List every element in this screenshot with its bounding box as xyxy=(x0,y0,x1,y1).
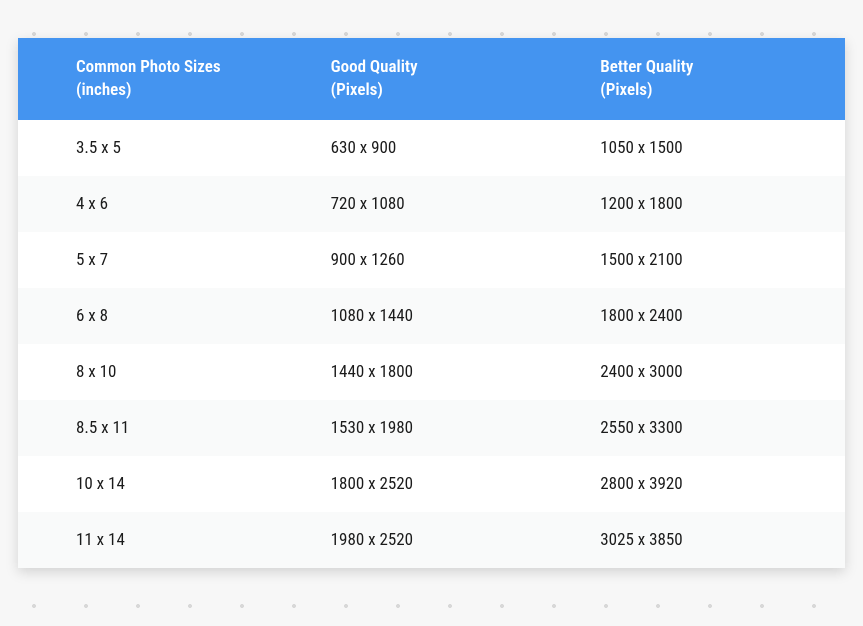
cell-better-quality: 2550 x 3300 xyxy=(600,418,825,438)
table-row: 10 x 141800 x 25202800 x 3920 xyxy=(18,456,845,512)
cell-photo-size: 4 x 6 xyxy=(76,194,331,214)
cell-better-quality: 1500 x 2100 xyxy=(600,250,825,270)
cell-photo-size: 5 x 7 xyxy=(76,250,331,270)
cell-good-quality: 1530 x 1980 xyxy=(331,418,601,438)
cell-good-quality: 1980 x 2520 xyxy=(331,530,601,550)
table-row: 8 x 101440 x 18002400 x 3000 xyxy=(18,344,845,400)
cell-better-quality: 1200 x 1800 xyxy=(600,194,825,214)
cell-better-quality: 2800 x 3920 xyxy=(600,474,825,494)
cell-better-quality: 1050 x 1500 xyxy=(600,138,825,158)
cell-good-quality: 720 x 1080 xyxy=(331,194,601,214)
table-row: 3.5 x 5630 x 9001050 x 1500 xyxy=(18,120,845,176)
cell-good-quality: 1080 x 1440 xyxy=(331,306,601,326)
table-body: 3.5 x 5630 x 9001050 x 15004 x 6720 x 10… xyxy=(18,120,845,568)
header-line1: Good Quality xyxy=(331,56,601,79)
header-line2: (inches) xyxy=(76,79,331,102)
cell-photo-size: 3.5 x 5 xyxy=(76,138,331,158)
cell-good-quality: 1800 x 2520 xyxy=(331,474,601,494)
table-header-row: Common Photo Sizes (inches) Good Quality… xyxy=(18,38,845,120)
cell-good-quality: 630 x 900 xyxy=(331,138,601,158)
cell-good-quality: 1440 x 1800 xyxy=(331,362,601,382)
table-row: 6 x 81080 x 14401800 x 2400 xyxy=(18,288,845,344)
table-row: 5 x 7900 x 12601500 x 2100 xyxy=(18,232,845,288)
cell-photo-size: 6 x 8 xyxy=(76,306,331,326)
header-line1: Better Quality xyxy=(600,56,825,79)
column-header-good-quality: Good Quality (Pixels) xyxy=(331,56,601,102)
cell-photo-size: 10 x 14 xyxy=(76,474,331,494)
column-header-photo-sizes: Common Photo Sizes (inches) xyxy=(76,56,331,102)
cell-better-quality: 3025 x 3850 xyxy=(600,530,825,550)
cell-photo-size: 8 x 10 xyxy=(76,362,331,382)
cell-photo-size: 8.5 x 11 xyxy=(76,418,331,438)
table-row: 11 x 141980 x 25203025 x 3850 xyxy=(18,512,845,568)
photo-size-table: Common Photo Sizes (inches) Good Quality… xyxy=(18,38,845,568)
table-row: 4 x 6720 x 10801200 x 1800 xyxy=(18,176,845,232)
column-header-better-quality: Better Quality (Pixels) xyxy=(600,56,825,102)
cell-better-quality: 2400 x 3000 xyxy=(600,362,825,382)
header-line2: (Pixels) xyxy=(600,79,825,102)
cell-good-quality: 900 x 1260 xyxy=(331,250,601,270)
header-line1: Common Photo Sizes xyxy=(76,56,331,79)
header-line2: (Pixels) xyxy=(331,79,601,102)
cell-better-quality: 1800 x 2400 xyxy=(600,306,825,326)
cell-photo-size: 11 x 14 xyxy=(76,530,331,550)
table-row: 8.5 x 111530 x 19802550 x 3300 xyxy=(18,400,845,456)
